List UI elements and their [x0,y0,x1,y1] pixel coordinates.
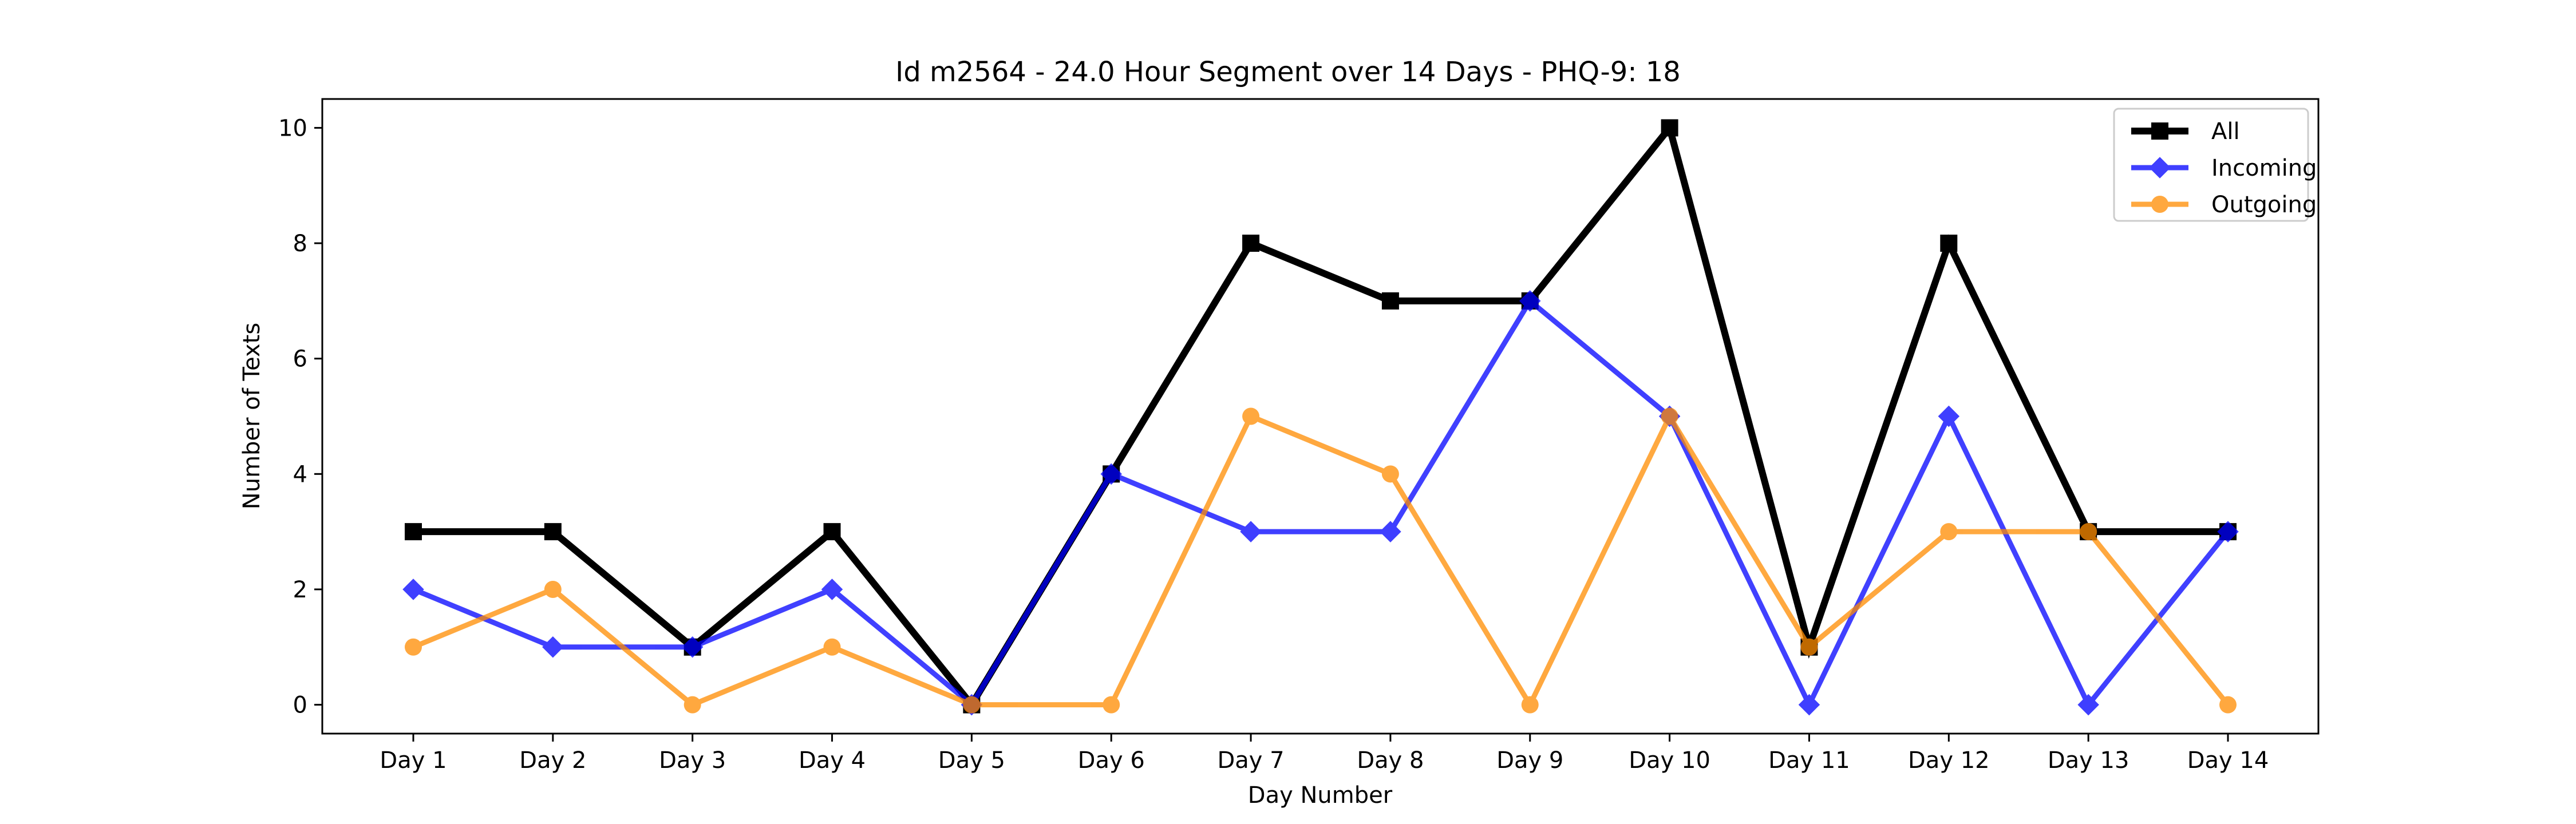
series-incoming [402,290,2239,716]
data-point-all [405,523,422,541]
legend-item-outgoing [2131,196,2188,213]
legend-label-incoming: Incoming [2211,155,2317,181]
x-tick-label: Day 2 [519,747,586,774]
data-point-outgoing [544,580,562,598]
data-point-outgoing [1242,407,1260,425]
data-point-incoming [2217,521,2239,542]
data-point-all [1940,235,1958,252]
legend-item-incoming [2131,157,2188,179]
data-point-outgoing [405,638,422,656]
x-tick-label: Day 7 [1217,747,1284,774]
data-point-outgoing [963,696,981,714]
x-axis: Day 1 Day 2 Day 3 Day 4 Day 5 Day 6 Day 7 Day 8… [380,734,2269,774]
data-point-outgoing [2219,696,2237,714]
data-point-incoming [542,636,564,658]
x-tick-label: Day 8 [1357,747,1424,774]
series-all [405,119,2237,714]
data-point-incoming [1380,521,1401,542]
data-point-outgoing [1381,465,1399,483]
legend-marker-incoming [2149,157,2171,179]
y-tick-label: 8 [293,231,307,257]
legend-label-all: All [2211,118,2240,145]
y-tick-label: 10 [278,115,307,141]
x-tick-label: Day 3 [659,747,726,774]
data-point-incoming [1798,694,1820,716]
y-tick-label: 0 [293,692,307,719]
legend-label-outgoing: Outgoing [2211,192,2317,218]
y-tick-label: 2 [293,577,307,603]
data-point-outgoing [1103,696,1120,714]
legend-marker-all [2151,122,2168,140]
x-tick-label: Day 12 [1908,747,1990,774]
x-tick-label: Day 14 [2187,747,2269,774]
y-tick-label: 6 [293,346,307,373]
series-outgoing [405,407,2237,714]
data-point-outgoing [1521,696,1539,714]
x-tick-label: Day 6 [1078,747,1145,774]
data-point-outgoing [823,638,841,656]
data-point-outgoing [1800,638,1818,656]
plot-area [321,98,2320,735]
x-tick-label: Day 4 [799,747,866,774]
data-point-incoming [1240,521,1262,542]
chart-title: Id m2564 - 24.0 Hour Segment over 14 Day… [895,56,1681,88]
x-tick-label: Day 13 [2048,747,2129,774]
data-point-incoming [402,579,424,600]
data-point-incoming [681,636,704,658]
data-point-incoming [2077,694,2099,716]
x-tick-label: Day 11 [1768,747,1850,774]
x-axis-label: Day Number [1248,782,1393,809]
data-point-all [1242,235,1260,252]
series-line-outgoing [412,411,2230,711]
x-tick-label: Day 10 [1629,747,1710,774]
data-point-incoming [1938,405,1960,427]
y-axis: 0 2 4 6 8 10 [278,115,322,719]
data-point-all [823,523,841,541]
series-line-all [413,120,2228,711]
data-point-outgoing [1940,523,1958,541]
legend-marker-outgoing [2151,196,2168,213]
x-tick-label: Day 5 [938,747,1005,774]
legend: All Incoming Outgoing [2113,108,2317,222]
x-tick-label: Day 1 [380,747,447,774]
legend-item-all [2131,122,2188,140]
x-tick-label: Day 9 [1496,747,1563,774]
series-line-incoming [412,297,2230,711]
legend-items: All Incoming Outgoing [2131,118,2317,218]
data-point-incoming [821,579,843,600]
data-point-incoming [1519,290,1541,312]
series-layer [402,119,2239,716]
data-point-outgoing [2080,523,2097,541]
data-point-all [1381,292,1399,310]
data-point-incoming [1100,463,1122,485]
data-point-all [544,523,562,541]
y-axis-label: Number of Texts [239,323,265,509]
data-point-all [1661,119,1678,137]
data-point-outgoing [683,696,701,714]
data-point-outgoing [1661,407,1678,425]
y-tick-label: 4 [293,461,307,488]
